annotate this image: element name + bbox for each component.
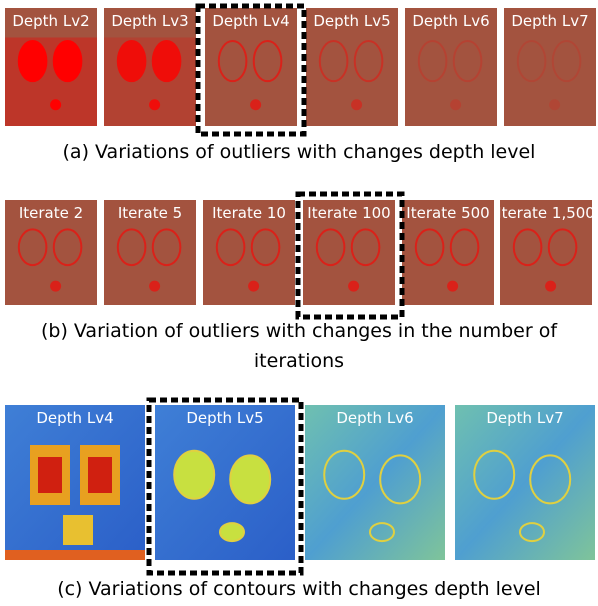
caption: (c) Variations of contours with changes … <box>57 578 541 600</box>
contour <box>220 523 244 541</box>
outlier-blob <box>545 281 556 292</box>
tile-label: Iterate 5 <box>118 204 182 222</box>
outlier-blob <box>351 99 362 110</box>
tile-label: Iterate 10 <box>212 204 286 222</box>
figure: Depth Lv2 Depth Lv3 Depth Lv4 Depth Lv5 Dept… <box>0 0 598 606</box>
page: {"rows": [ {"tiles": ["Depth Lv2", "Dept… <box>0 0 598 606</box>
tile-label: Depth Lv4 <box>36 409 113 427</box>
tile-label: Depth Lv7 <box>511 12 588 30</box>
contour <box>174 451 214 499</box>
heat-block <box>5 550 145 560</box>
caption: (b) Variation of outliers with changes i… <box>41 320 558 342</box>
tile-label: Iterate 100 <box>307 204 390 222</box>
noise <box>5 38 97 127</box>
noise <box>104 38 196 127</box>
outlier-blob <box>450 99 461 110</box>
outlier-blob <box>50 99 61 110</box>
outlier-blob <box>54 41 82 81</box>
heat-block <box>63 515 93 545</box>
heat-block <box>38 457 62 493</box>
outlier-blob <box>153 41 181 81</box>
contour <box>230 455 270 503</box>
tile-label: Iterate 1,500 <box>497 204 595 222</box>
tile-label: Depth Lv3 <box>111 12 188 30</box>
outlier-blob <box>348 281 359 292</box>
heat-block <box>88 457 112 493</box>
caption: (a) Variations of outliers with changes … <box>63 141 536 163</box>
tile-label: Depth Lv5 <box>313 12 390 30</box>
tile-label: Depth Lv4 <box>212 12 289 30</box>
tile-label: Depth Lv7 <box>486 409 563 427</box>
outlier-blob <box>149 281 160 292</box>
tile-label: Depth Lv6 <box>412 12 489 30</box>
tile-label: Iterate 500 <box>406 204 489 222</box>
tile-label: Depth Lv6 <box>336 409 413 427</box>
outlier-blob <box>447 281 458 292</box>
tile-label: Depth Lv5 <box>186 409 263 427</box>
outlier-blob <box>149 99 160 110</box>
outlier-blob <box>248 281 259 292</box>
outlier-blob <box>118 41 146 81</box>
outlier-blob <box>549 99 560 110</box>
outlier-blob <box>50 281 61 292</box>
outlier-blob <box>19 41 47 81</box>
outlier-blob <box>250 99 261 110</box>
tile-label: Depth Lv2 <box>12 12 89 30</box>
tile-label: Iterate 2 <box>19 204 83 222</box>
caption: iterations <box>254 350 344 372</box>
row-a: Depth Lv2 Depth Lv3 Depth Lv4 Depth Lv5 Dept… <box>5 8 596 126</box>
